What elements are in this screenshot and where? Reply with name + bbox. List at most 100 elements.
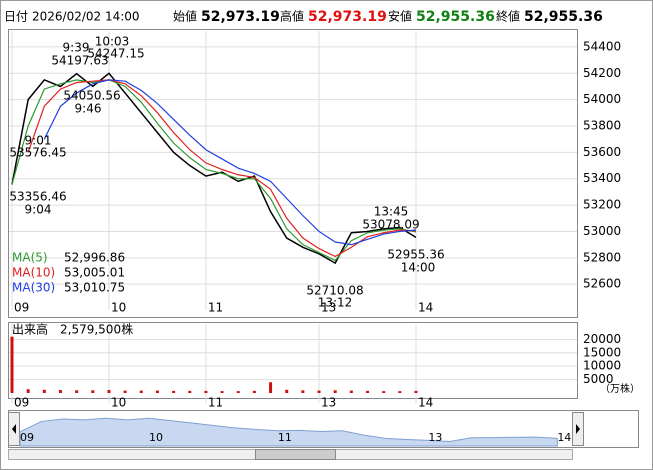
annotation: 10:03 [95, 35, 130, 49]
volume-bar [188, 390, 192, 393]
volume-bar [172, 390, 176, 393]
y-tick-label: 53800 [583, 119, 621, 133]
x-tick-label: 14 [418, 301, 433, 315]
volume-panel [8, 322, 578, 399]
y-tick-label: 10000 [583, 359, 621, 373]
volume-bar [382, 391, 386, 393]
volume-bar [107, 390, 111, 393]
y-tick-label: 52600 [583, 277, 621, 291]
y-tick-label: 5000 [583, 372, 614, 386]
volume-bar [269, 382, 273, 393]
close: 52,955.36 [524, 9, 603, 25]
y-tick-label: 52800 [583, 250, 621, 264]
annotation: 52955.36 [387, 248, 444, 262]
x-tick-label: 09 [14, 301, 29, 315]
volume-bar [204, 390, 208, 393]
annotation: 54197.63 [51, 54, 108, 68]
annotation: 52710.08 [306, 284, 363, 298]
volume-bar [285, 389, 289, 393]
volume-bar [155, 390, 159, 393]
y-tick-label: 53000 [583, 224, 621, 238]
arrow-left [12, 424, 16, 434]
y-tick-label: 54200 [583, 66, 621, 80]
arrow-right [576, 424, 580, 434]
volume-bar [317, 390, 321, 393]
volume-bar [236, 391, 240, 393]
volume-title: 出来高 2,579,500株 [12, 322, 133, 337]
navigator-label: 09 [20, 431, 34, 444]
navigator-label: 13 [428, 431, 442, 444]
x-tick-label: 13 [321, 396, 336, 410]
navigator-label: 11 [278, 431, 292, 444]
date: 2026/02/02 14:00 [32, 10, 140, 24]
open-label: 始値 [173, 9, 197, 24]
y-tick-label: 53200 [583, 198, 621, 212]
price-panel [8, 29, 578, 318]
volume-bar [75, 390, 79, 393]
volume-bar [91, 390, 95, 393]
x-tick-label: 11 [208, 301, 223, 315]
open: 52,973.19 [201, 9, 280, 25]
x-tick-label: 10 [111, 301, 126, 315]
close-label: 終値 [496, 9, 520, 24]
scroll-thumb[interactable] [255, 449, 336, 460]
legend-name: MA(5) [12, 251, 48, 265]
volume-bar [366, 390, 370, 393]
volume-bar [398, 391, 402, 393]
legend-value: 53,010.75 [64, 281, 125, 295]
y-tick-label: 54000 [583, 92, 621, 106]
volume-bar [58, 390, 62, 393]
volume-bar [123, 390, 127, 393]
y-tick-label: 53400 [583, 171, 621, 185]
annotation: 14:00 [401, 261, 436, 275]
low-label: 安値 [388, 9, 412, 24]
volume-bar [26, 389, 30, 393]
annotation: 53576.45 [9, 146, 66, 160]
annotation: 54050.56 [63, 89, 120, 103]
price-line [11, 72, 417, 265]
volume-bar [349, 390, 353, 393]
y-tick-label: 15000 [583, 345, 621, 359]
volume-bar [220, 391, 224, 393]
x-tick-label: 10 [111, 396, 126, 410]
legend-name: MA(10) [12, 266, 55, 280]
annotation: 13:45 [374, 205, 409, 219]
legend-value: 52,996.86 [64, 251, 125, 265]
navigator-label: 14 [557, 431, 571, 444]
annotation: 13:12 [318, 296, 353, 310]
annotation: 9:01 [25, 134, 52, 148]
annotation: 53356.46 [9, 190, 66, 204]
ma-line [27, 79, 417, 258]
navigator-area [19, 417, 558, 447]
legend-name: MA(30) [12, 281, 55, 295]
x-tick-label: 09 [14, 396, 29, 410]
x-tick-label: 14 [418, 396, 433, 410]
volume-bar [333, 390, 337, 393]
annotation: 53078.09 [362, 218, 419, 232]
low: 52,955.36 [416, 9, 495, 25]
y-tick-label: 54400 [583, 39, 621, 53]
legend-value: 53,005.01 [64, 266, 125, 280]
navigator-label: 10 [149, 431, 163, 444]
y-tick-label: 53600 [583, 145, 621, 159]
date-label: 日付 [4, 10, 28, 24]
annotation: 54247.15 [87, 47, 144, 61]
y-tick-label: 20000 [583, 332, 621, 346]
x-tick-label: 11 [208, 396, 223, 410]
volume-bar [10, 336, 14, 393]
annotation: 9:04 [25, 203, 52, 217]
volume-bar [42, 389, 46, 393]
x-tick-label: 13 [321, 301, 336, 315]
volume-bar [301, 390, 305, 393]
high: 52,973.19 [308, 9, 387, 25]
volume-bar [252, 390, 256, 393]
ma-line [43, 79, 417, 246]
annotation: 9:39 [63, 41, 90, 55]
volume-bar [139, 390, 143, 393]
volume-unit: （万株） [600, 382, 640, 395]
annotation: 9:46 [75, 102, 102, 116]
volume-bar [414, 390, 418, 393]
header: 日付 2026/02/02 14:00 始値 52,973.19 高値 52,9… [4, 9, 603, 26]
high-label: 高値 [280, 9, 304, 24]
